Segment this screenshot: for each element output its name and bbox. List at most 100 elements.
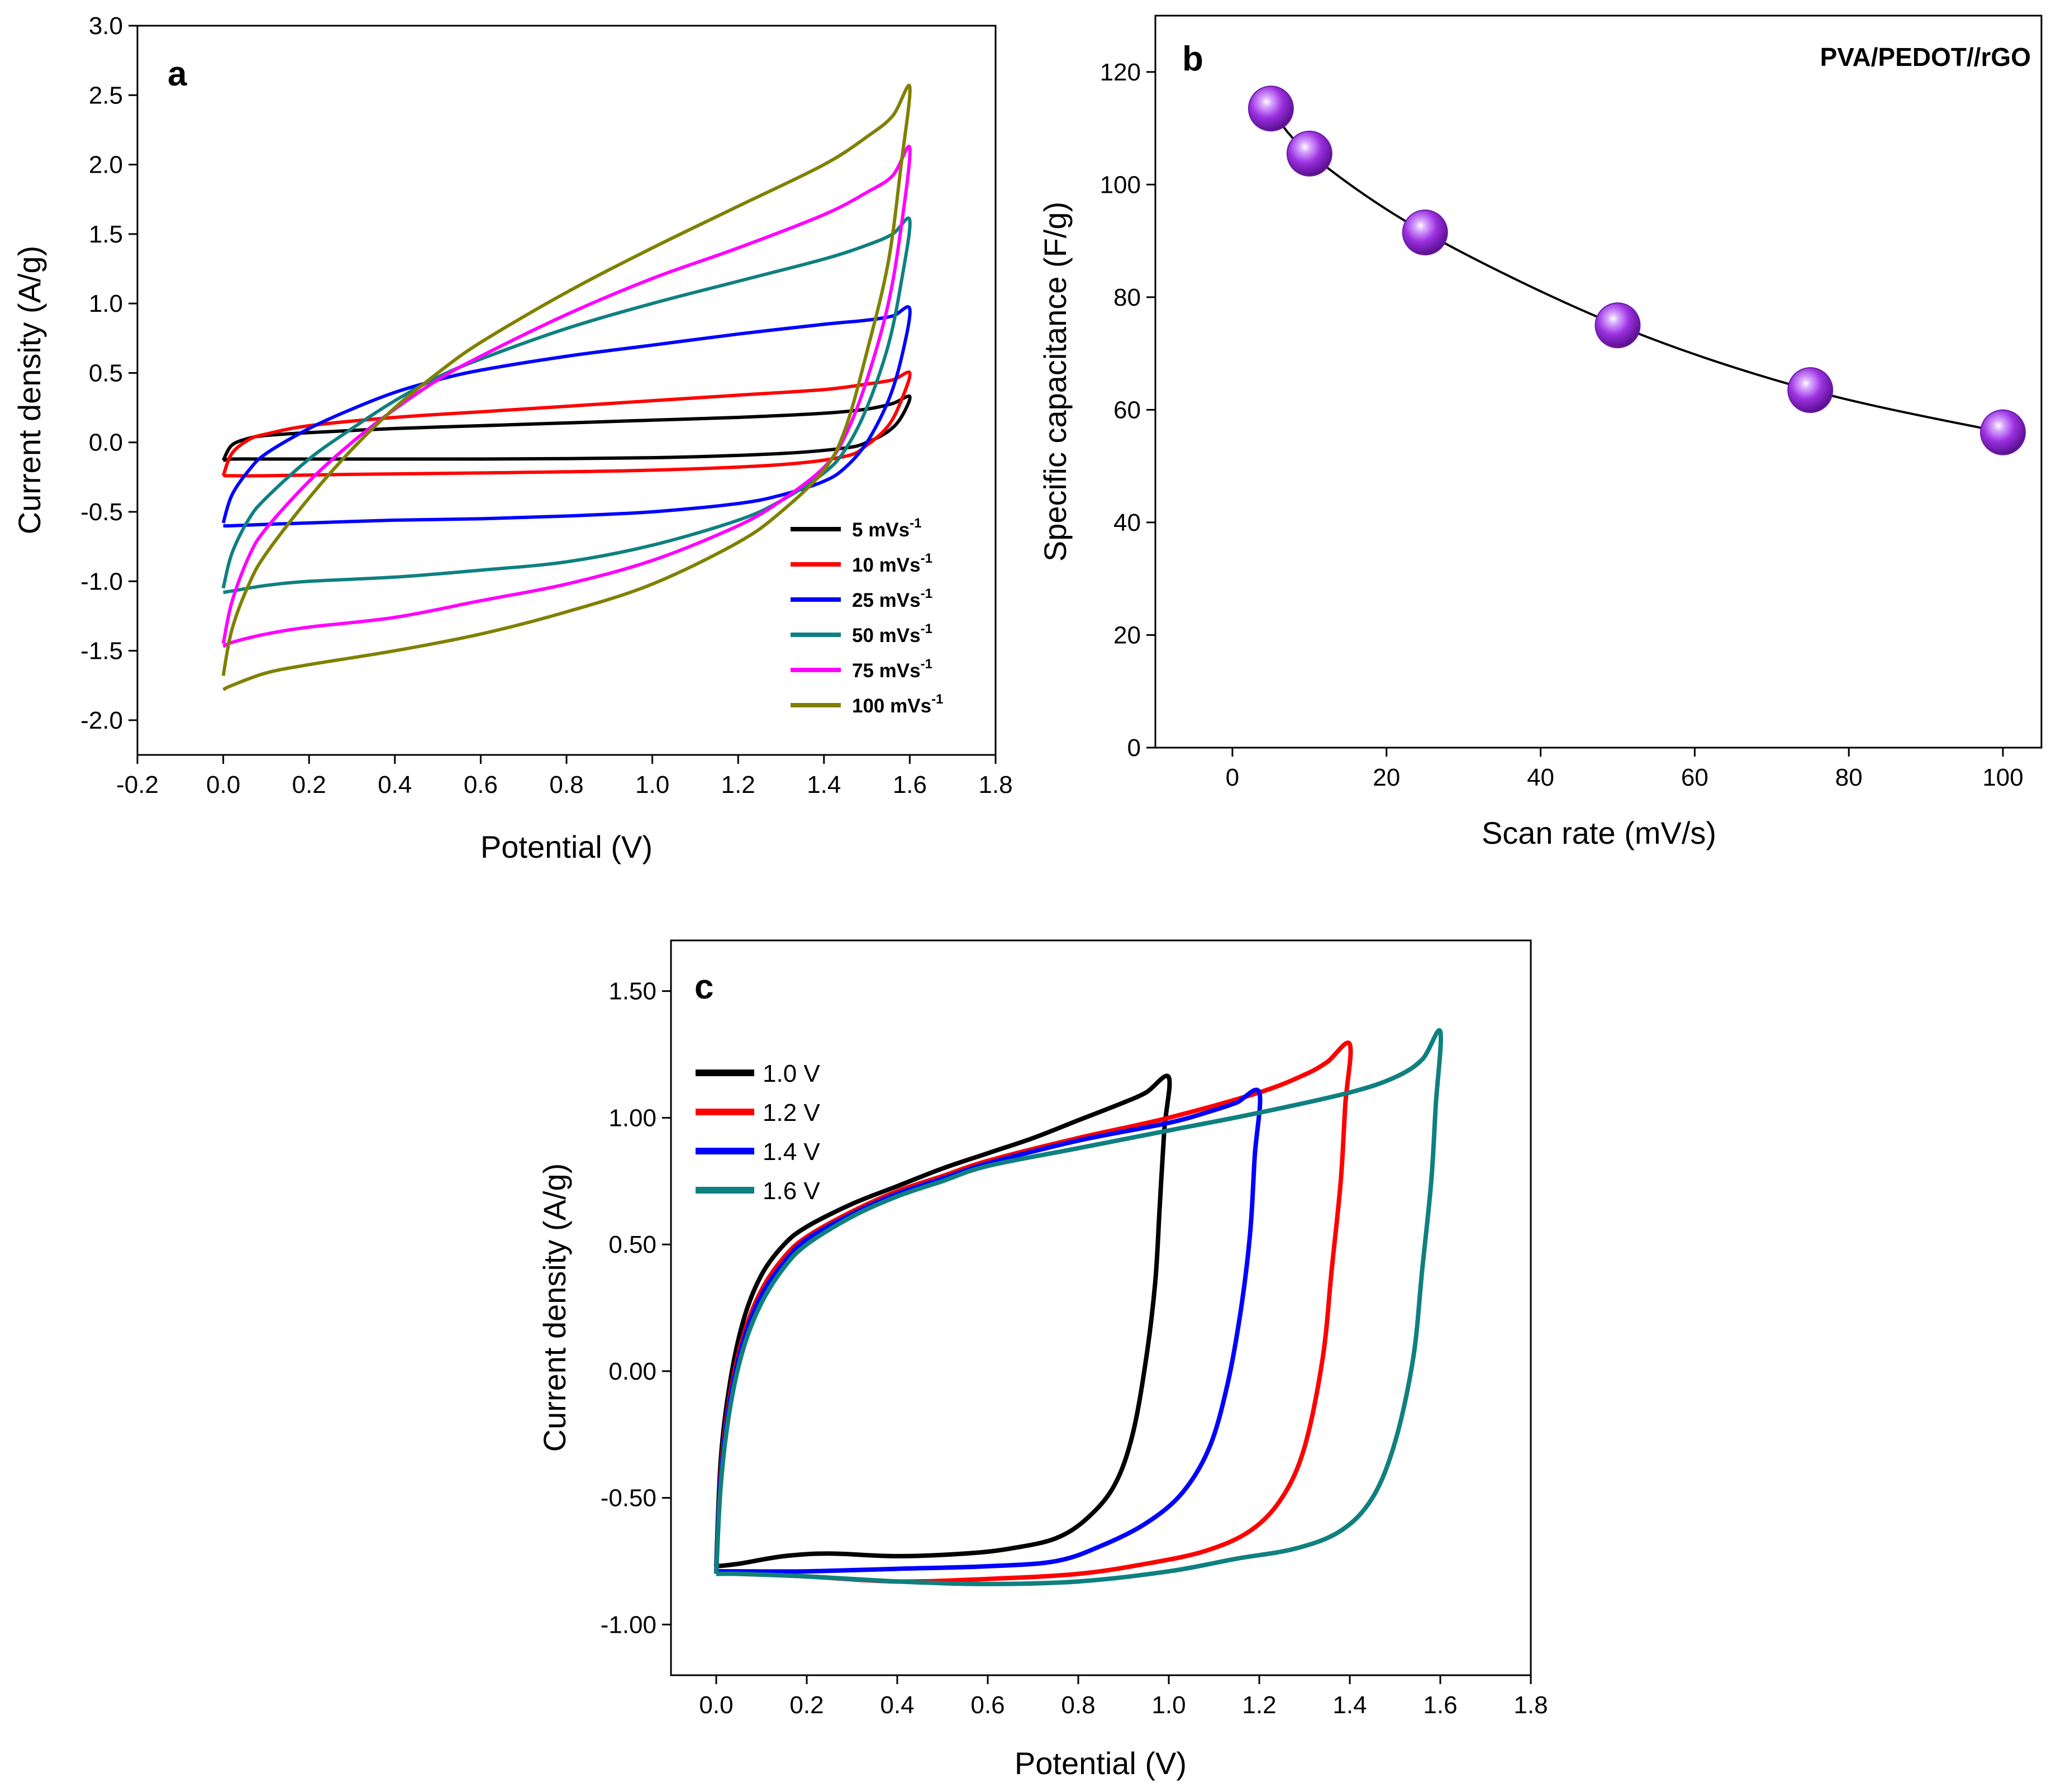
panel-a-x-tick-label: 1.0 <box>635 771 669 798</box>
panel-a-y-tick-label: -1.0 <box>80 568 123 595</box>
panel-a-y-tick-label: 1.5 <box>89 221 123 248</box>
panel-b-x-tick-label: 80 <box>1835 764 1863 791</box>
panel-b-y-tick-label: 40 <box>1113 509 1141 536</box>
panel-a-x-tick-label: 0.8 <box>549 771 583 798</box>
panel-c-legend: 1.0 V 1.2 V 1.4 V 1.6 V <box>696 1060 820 1205</box>
panel-b-trend-line <box>1270 107 2003 434</box>
panel-c-y-axis-title: Current density (A/g) <box>537 1163 572 1452</box>
panel-a-y-tick-label: 1.0 <box>89 290 123 317</box>
panel-c-x-tick-label: 1.0 <box>1151 1691 1186 1719</box>
panel-b-data-point <box>1787 367 1834 413</box>
panel-b-data-point <box>1980 409 2026 455</box>
panel-c-series-3-curve <box>714 1087 1263 1574</box>
panel-a-x-tick-label: 0.0 <box>206 771 240 798</box>
panel-b-y-tick-label: 100 <box>1100 171 1141 198</box>
panel-c-legend-label: 1.4 V <box>763 1138 820 1166</box>
panel-a-x-tick-label: 0.2 <box>292 771 326 798</box>
panel-a-legend-label: 10 mVs-1 <box>852 551 932 576</box>
panel-c-x-ticks: 0.0 0.2 0.4 0.6 0.8 1.0 1.2 1.4 1.6 1.8 <box>699 1675 1548 1719</box>
panel-c-y-tick-label: -1.00 <box>601 1611 656 1638</box>
panel-c-x-tick-label: 0.2 <box>789 1691 824 1719</box>
panel-a-y-tick-label: 3.0 <box>89 12 123 40</box>
panel-b-x-axis-title: Scan rate (mV/s) <box>1482 815 1716 850</box>
panel-b-data-point <box>1286 130 1332 177</box>
panel-b-annotation: PVA/PEDOT//rGO <box>1820 42 2031 72</box>
panel-a-x-tick-label: 0.4 <box>378 771 412 798</box>
panel-a-x-tick-label: -0.2 <box>116 771 159 798</box>
panel-a-y-tick-label: -0.5 <box>80 498 123 526</box>
panel-a-legend: 5 mVs-110 mVs-125 mVs-150 mVs-175 mVs-11… <box>791 516 943 717</box>
panel-b-x-tick-label: 40 <box>1527 764 1554 791</box>
panel-a-x-ticks: -0.2 0.0 0.2 0.4 0.6 0.8 1.0 1.2 1.4 1.6 1.8 <box>116 755 1013 798</box>
panel-c-legend-label: 1.2 V <box>763 1099 820 1126</box>
panel-c-series-2-curve <box>714 1040 1353 1584</box>
panel-b-frame <box>1154 15 2043 749</box>
panel-a-legend-label-superscript: -1 <box>921 657 932 672</box>
panel-c-y-ticks: -1.00 -0.50 0.00 0.50 1.00 1.50 <box>601 978 671 1638</box>
panel-c-x-tick-label: 0.8 <box>1061 1691 1095 1719</box>
panel-b-y-ticks: 0 20 40 60 80 100 120 <box>1100 59 1155 762</box>
panel-c-frame <box>670 939 1532 1676</box>
panel-a-legend-label-text: 5 mVs <box>852 519 910 541</box>
panel-b: 0 20 40 60 80 100 0 20 40 60 80 100 120 b PVA/PEDOT… <box>1037 15 2043 850</box>
panel-b-x-ticks: 0 20 40 60 80 100 <box>1226 748 2024 791</box>
panel-a-x-tick-label: 0.6 <box>464 771 498 798</box>
panel-b-data-point <box>1248 85 1294 132</box>
panel-a-y-ticks: -2.0 -1.5 -1.0 -0.5 0.0 0.5 1.0 1.5 2.0 2.5 3.0 <box>80 12 137 734</box>
panel-c-x-tick-label: 0.6 <box>970 1691 1005 1719</box>
panel-a-series-5-curve <box>221 145 912 648</box>
panel-b-y-tick-label: 20 <box>1113 621 1141 649</box>
panel-c-legend-label: 1.0 V <box>763 1060 820 1087</box>
panel-a-series-3-curve <box>221 305 912 528</box>
panel-c-x-tick-label: 1.8 <box>1513 1691 1548 1719</box>
panel-a-y-tick-label: -2.0 <box>80 707 123 734</box>
panel-c-curves <box>714 1028 1444 1586</box>
panel-c-legend-label: 1.6 V <box>763 1177 820 1205</box>
panel-a-y-tick-label: 2.0 <box>89 151 123 179</box>
panel-a-series-6-curve <box>221 83 912 691</box>
panel-a-legend-label: 75 mVs-1 <box>852 657 932 682</box>
panel-a-x-tick-label: 1.6 <box>893 771 927 798</box>
panel-a-curves <box>221 83 912 691</box>
panel-a-letter: a <box>168 55 187 93</box>
panel-a-legend-label-text: 25 mVs <box>852 590 921 611</box>
panel-a-y-tick-label: 0.0 <box>89 429 123 457</box>
panel-b-y-tick-label: 60 <box>1113 396 1141 424</box>
panel-a-legend-label: 50 mVs-1 <box>852 621 932 647</box>
panel-b-data-point <box>1594 302 1641 349</box>
panel-c-y-tick-label: 0.00 <box>608 1358 656 1385</box>
panel-a-legend-label-superscript: -1 <box>921 621 932 636</box>
panel-a-y-tick-label: 2.5 <box>89 82 123 109</box>
panel-b-y-tick-label: 120 <box>1100 59 1141 86</box>
panel-c-x-tick-label: 1.2 <box>1242 1691 1276 1719</box>
panel-b-x-tick-label: 0 <box>1226 764 1239 791</box>
panel-c-y-tick-label: -0.50 <box>601 1485 656 1512</box>
panel-a-legend-label-text: 10 mVs <box>852 554 921 576</box>
panel-a-x-tick-label: 1.8 <box>978 771 1012 798</box>
panel-a-legend-label-text: 50 mVs <box>852 625 921 647</box>
panel-a-legend-label-text: 100 mVs <box>852 695 931 717</box>
panel-b-y-tick-label: 0 <box>1127 734 1141 762</box>
panel-b-y-axis-title: Specific capacitance (F/g) <box>1037 202 1073 562</box>
panel-b-data-point <box>1402 209 1448 255</box>
panel-a-legend-label-superscript: -1 <box>931 692 943 707</box>
panel-a-legend-label-superscript: -1 <box>921 586 932 601</box>
panel-b-plot <box>1248 85 2026 455</box>
panel-c-series-1-curve <box>714 1073 1172 1568</box>
panel-c-x-tick-label: 0.4 <box>880 1691 914 1719</box>
panel-b-x-tick-label: 60 <box>1681 764 1708 791</box>
panel-a: -0.2 0.0 0.2 0.4 0.6 0.8 1.0 1.2 1.4 1.6 1.8 -2.0-… <box>12 12 1013 864</box>
panel-b-x-tick-label: 20 <box>1373 764 1400 791</box>
panel-a-legend-label-text: 75 mVs <box>852 660 921 682</box>
panel-c: 0.0 0.2 0.4 0.6 0.8 1.0 1.2 1.4 1.6 1.8 -1.00 -0.5… <box>537 939 1548 1781</box>
panel-c-y-tick-label: 0.50 <box>608 1231 656 1258</box>
panel-a-legend-label-superscript: -1 <box>921 551 932 566</box>
panel-b-y-tick-label: 80 <box>1113 284 1141 311</box>
panel-c-y-tick-label: 1.50 <box>608 978 656 1005</box>
panel-c-x-tick-label: 1.4 <box>1332 1691 1367 1719</box>
panel-a-legend-label: 100 mVs-1 <box>852 692 943 717</box>
panel-c-x-tick-label: 1.6 <box>1423 1691 1457 1719</box>
panel-c-x-tick-label: 0.0 <box>699 1691 733 1719</box>
panel-c-series-4-curve <box>714 1028 1444 1586</box>
